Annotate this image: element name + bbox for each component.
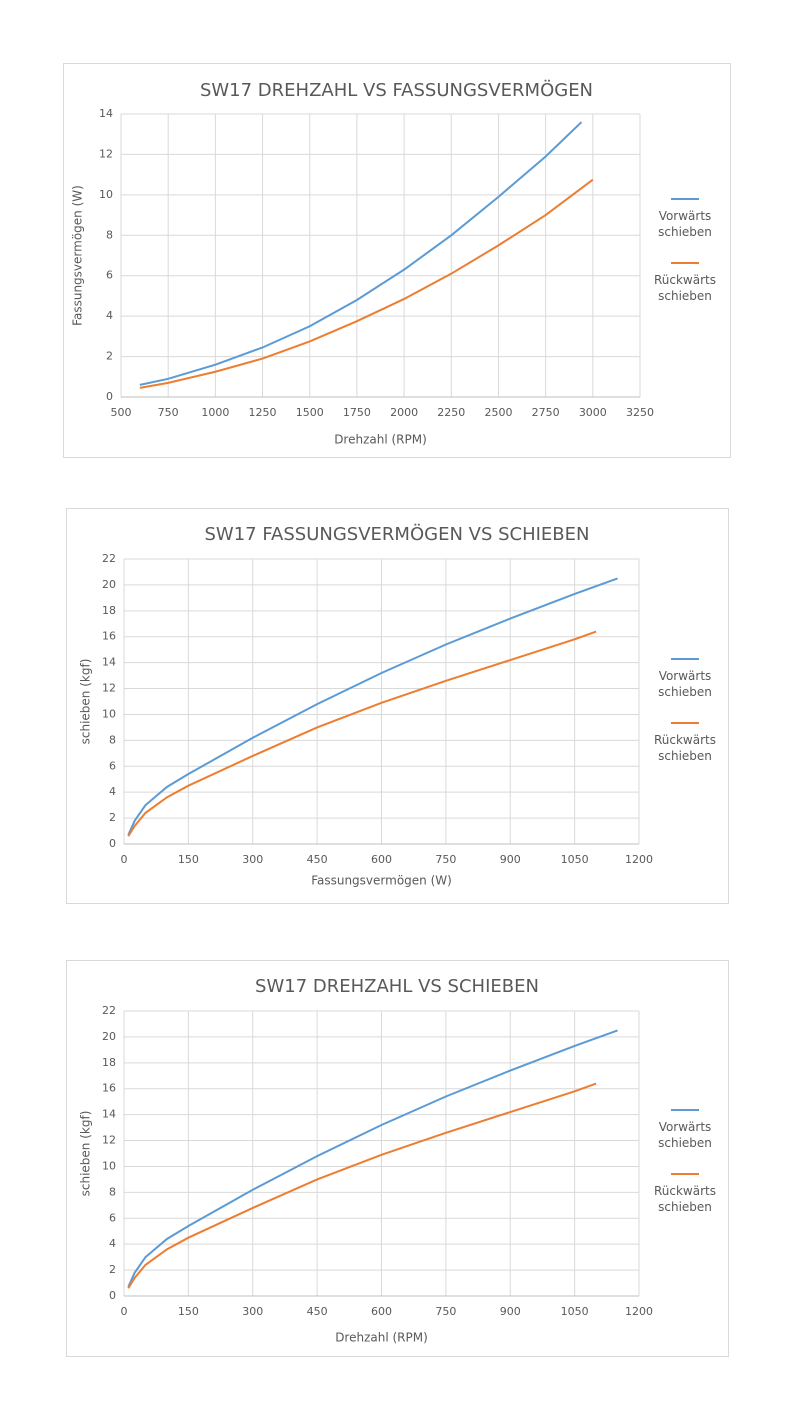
series-line — [127, 1029, 618, 1288]
x-tick-label: 3000 — [579, 406, 607, 419]
x-tick-label: 450 — [307, 1305, 328, 1318]
legend-label: Vorwärts schieben — [658, 669, 712, 699]
series-line — [139, 121, 583, 386]
y-tick-label: 14 — [99, 107, 113, 120]
chart-title: SW17 FASSUNGSVERMÖGEN VS SCHIEBEN — [205, 523, 590, 545]
y-axis-label: schieben (kgf) — [79, 1111, 93, 1197]
y-tick-label: 12 — [99, 147, 113, 160]
y-tick-label: 4 — [106, 309, 113, 322]
x-tick-label: 2000 — [390, 406, 418, 419]
legend-label: Vorwärts schieben — [658, 1120, 712, 1150]
x-tick-label: 1050 — [561, 853, 589, 866]
x-tick-label: 2750 — [532, 406, 560, 419]
y-tick-label: 16 — [102, 630, 116, 643]
x-axis-label: Drehzahl (RPM) — [335, 1331, 428, 1345]
y-tick-label: 12 — [102, 1134, 116, 1147]
x-tick-label: 1000 — [201, 406, 229, 419]
y-tick-label: 8 — [106, 228, 113, 241]
y-tick-label: 8 — [109, 733, 116, 746]
x-tick-label: 600 — [371, 1305, 392, 1318]
x-tick-label: 900 — [500, 853, 521, 866]
y-tick-label: 2 — [109, 1263, 116, 1276]
x-tick-label: 1750 — [343, 406, 371, 419]
legend-label: Rückwärts schieben — [653, 733, 716, 763]
x-axis-label: Fassungsvermögen (W) — [311, 874, 452, 888]
y-tick-label: 6 — [109, 1211, 116, 1224]
x-tick-label: 150 — [178, 853, 199, 866]
x-tick-label: 1250 — [249, 406, 277, 419]
y-tick-label: 10 — [102, 707, 116, 720]
y-tick-label: 4 — [109, 785, 116, 798]
y-tick-label: 8 — [109, 1185, 116, 1198]
x-tick-label: 1200 — [625, 853, 653, 866]
legend-label: Rückwärts schieben — [653, 1184, 716, 1214]
y-tick-label: 20 — [102, 578, 116, 591]
legend-label: Rückwärts schieben — [653, 273, 716, 303]
x-tick-label: 2250 — [437, 406, 465, 419]
x-tick-label: 150 — [178, 1305, 199, 1318]
y-tick-label: 14 — [102, 656, 116, 669]
y-tick-label: 22 — [102, 1004, 116, 1017]
series-line — [139, 178, 594, 389]
x-tick-label: 0 — [121, 853, 128, 866]
x-tick-label: 500 — [111, 406, 132, 419]
chart-title: SW17 DREHZAHL VS FASSUNGSVERMÖGEN — [200, 79, 593, 101]
y-tick-label: 18 — [102, 1056, 116, 1069]
x-tick-label: 450 — [307, 853, 328, 866]
y-tick-label: 0 — [109, 1289, 116, 1302]
x-tick-label: 300 — [242, 853, 263, 866]
x-tick-label: 1500 — [296, 406, 324, 419]
chart-title: SW17 DREHZAHL VS SCHIEBEN — [255, 976, 539, 997]
x-tick-label: 750 — [435, 1305, 456, 1318]
series-line — [127, 630, 597, 837]
y-tick-label: 2 — [106, 350, 113, 363]
chart-frame — [66, 508, 729, 904]
legend-label: Vorwärts schieben — [658, 209, 712, 239]
y-tick-label: 4 — [109, 1237, 116, 1250]
x-tick-label: 2500 — [484, 406, 512, 419]
x-tick-label: 900 — [500, 1305, 521, 1318]
series-line — [127, 1082, 597, 1289]
y-tick-label: 12 — [102, 682, 116, 695]
y-axis-label: Fassungsvermögen (W) — [71, 185, 85, 326]
y-tick-label: 0 — [109, 837, 116, 850]
y-axis-label: schieben (kgf) — [79, 659, 93, 745]
y-tick-label: 22 — [102, 552, 116, 565]
x-tick-label: 0 — [121, 1305, 128, 1318]
y-tick-label: 2 — [109, 811, 116, 824]
y-tick-label: 0 — [106, 390, 113, 403]
chart-frame — [63, 63, 731, 458]
y-tick-label: 10 — [102, 1159, 116, 1172]
y-tick-label: 20 — [102, 1030, 116, 1043]
y-tick-label: 16 — [102, 1082, 116, 1095]
x-axis-label: Drehzahl (RPM) — [334, 433, 427, 447]
y-tick-label: 18 — [102, 604, 116, 617]
x-tick-label: 750 — [158, 406, 179, 419]
x-tick-label: 750 — [435, 853, 456, 866]
x-tick-label: 300 — [242, 1305, 263, 1318]
x-tick-label: 600 — [371, 853, 392, 866]
y-tick-label: 10 — [99, 188, 113, 201]
y-tick-label: 6 — [106, 269, 113, 282]
y-tick-label: 6 — [109, 759, 116, 772]
x-tick-label: 3250 — [626, 406, 654, 419]
series-line — [127, 577, 618, 836]
y-tick-label: 14 — [102, 1108, 116, 1121]
chart-frame — [66, 960, 729, 1357]
x-tick-label: 1050 — [561, 1305, 589, 1318]
x-tick-label: 1200 — [625, 1305, 653, 1318]
